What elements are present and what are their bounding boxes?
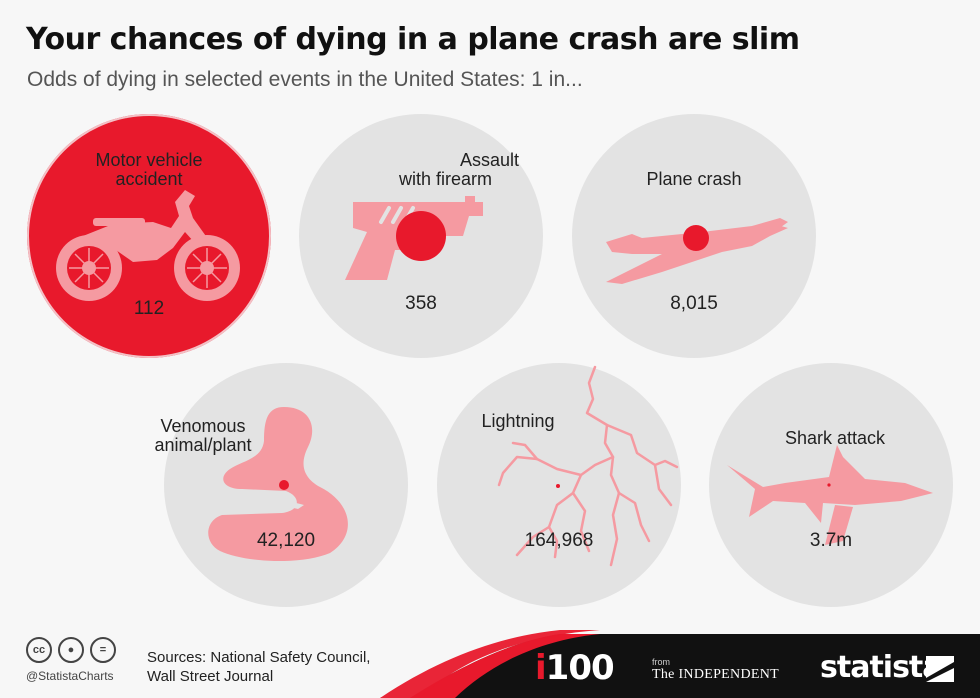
bubble-assault-firearm: Assault with firearm 358 <box>299 114 543 358</box>
statista-logo: statista <box>820 650 943 685</box>
bubble-plane-crash: Plane crash 8,015 <box>572 114 816 358</box>
bubble-label-line: accident <box>115 169 183 189</box>
bubble-label-line: Lightning <box>481 411 555 431</box>
bubble-value: 164,968 <box>524 530 594 551</box>
attribution-icon: ● <box>58 637 84 663</box>
independent-logo: The INDEPENDENT <box>652 667 779 682</box>
i100-logo-number: 100 <box>545 648 615 688</box>
bubble-label-line: animal/plant <box>154 435 252 455</box>
bubble-motor-vehicle: Motor vehicle accident 112 <box>27 114 271 358</box>
sources-line: Sources: National Safety Council, <box>147 649 371 666</box>
handgun-icon <box>345 196 483 280</box>
cobra-icon <box>208 407 348 561</box>
i100-logo: i100 <box>535 648 615 688</box>
license-icons: cc ● = <box>26 637 116 663</box>
from-label: from <box>652 657 670 667</box>
bubble-value: 3.7m <box>809 530 853 551</box>
shark-icon <box>727 445 933 545</box>
airplane-icon <box>606 218 788 284</box>
lightning-icon <box>497 365 679 567</box>
bubble-label-line: Venomous <box>160 416 246 436</box>
bubble-value: 42,120 <box>256 530 316 551</box>
motorcycle-icon <box>56 190 240 301</box>
i100-logo-i: i <box>535 648 547 688</box>
bubble-label-line: with firearm <box>398 169 492 189</box>
no-derivatives-icon: = <box>90 637 116 663</box>
bubble-venomous: Venomous animal/plant 42,120 <box>154 363 408 607</box>
chart-title: Your chances of dying in a plane crash a… <box>26 22 800 57</box>
bubble-value: 8,015 <box>670 293 718 314</box>
bubble-value: 358 <box>405 293 437 314</box>
sources-line: Wall Street Journal <box>147 668 274 685</box>
bubble-label-line: Motor vehicle <box>95 150 203 170</box>
bubble-label-line: Plane crash <box>646 169 742 189</box>
cc-icon: cc <box>26 637 52 663</box>
chart-subtitle: Odds of dying in selected events in the … <box>27 68 583 91</box>
statista-handle: @StatistaCharts <box>26 669 114 683</box>
bubble-shark-attack: Shark attack 3.7m <box>709 363 953 607</box>
statista-mark-icon <box>926 656 954 682</box>
bubble-lightning: Lightning 164,968 <box>437 363 681 607</box>
bubble-label-line: Assault <box>459 150 519 170</box>
bubble-label-line: Shark attack <box>784 428 886 448</box>
sources-note: Sources: National Safety Council, Wall S… <box>147 648 370 686</box>
bubble-value: 112 <box>133 298 165 319</box>
